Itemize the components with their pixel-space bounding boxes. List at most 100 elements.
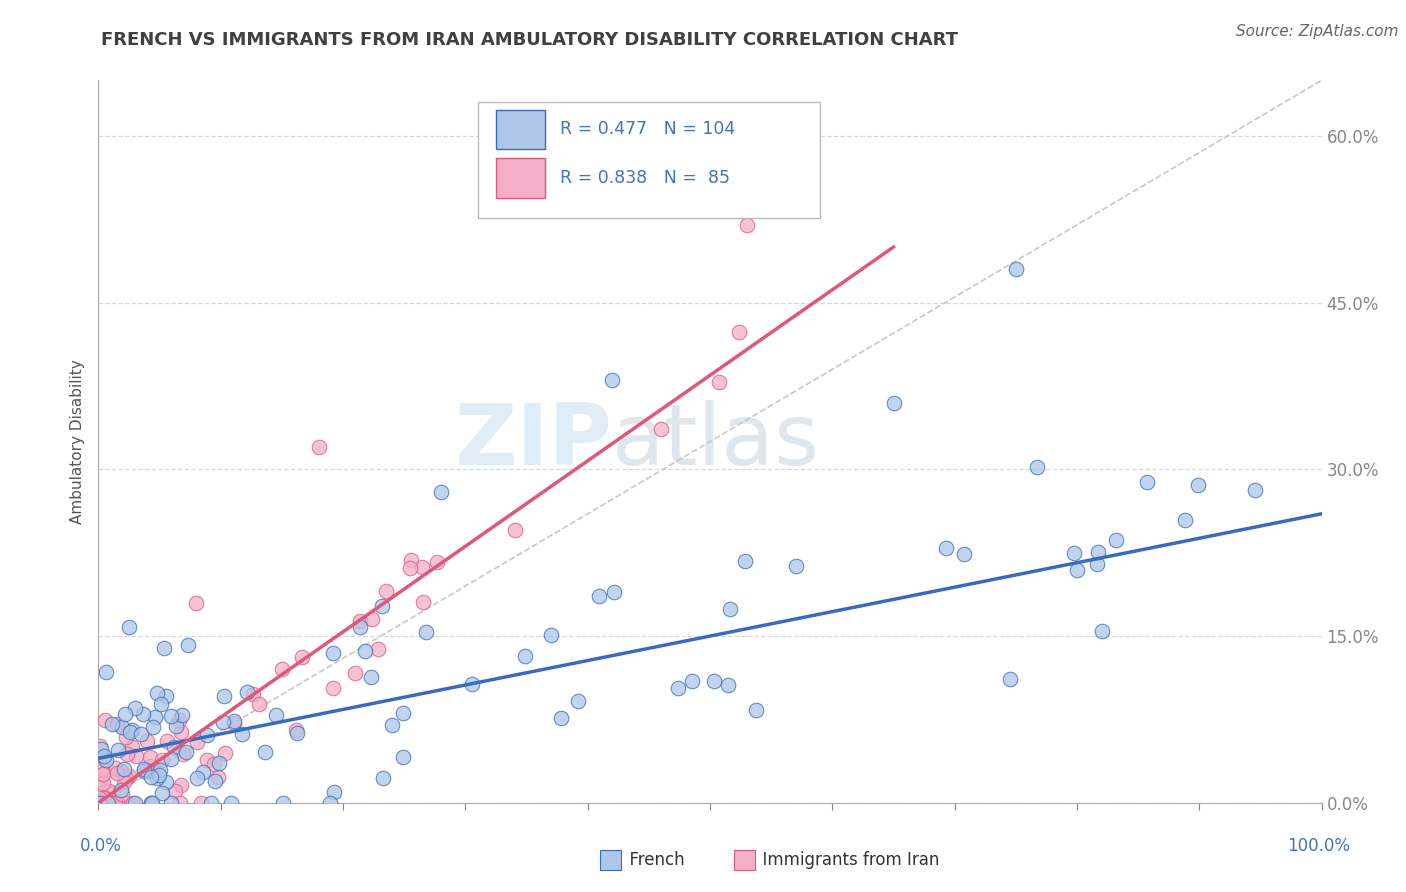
Point — [186, 596, 208, 610]
Point — [121, 723, 143, 737]
Point — [744, 703, 766, 717]
Point — [122, 796, 145, 810]
Point — [266, 708, 288, 723]
Point — [107, 796, 129, 810]
Point — [349, 620, 371, 634]
Point — [101, 786, 124, 800]
Point — [935, 541, 957, 556]
Point — [105, 717, 128, 731]
Point — [148, 768, 170, 782]
Point — [461, 677, 484, 691]
Point — [208, 756, 231, 770]
Point — [118, 769, 141, 783]
Point — [104, 760, 127, 774]
Point — [139, 770, 162, 784]
Point — [271, 796, 294, 810]
Point — [139, 749, 162, 764]
Point — [231, 727, 253, 741]
Point — [224, 714, 246, 728]
Point — [381, 718, 404, 732]
Point — [89, 796, 111, 810]
Point — [193, 764, 215, 779]
Text: R = 0.838   N =  85: R = 0.838 N = 85 — [560, 169, 730, 186]
Point — [319, 796, 342, 810]
Point — [322, 646, 344, 660]
Bar — [496, 158, 546, 198]
Point — [172, 747, 194, 761]
Point — [114, 707, 136, 722]
Point — [101, 796, 124, 810]
Point — [550, 710, 572, 724]
Point — [1026, 460, 1049, 475]
Point — [1136, 475, 1159, 489]
Point — [371, 599, 394, 614]
Point — [91, 766, 114, 780]
Point — [111, 787, 134, 801]
Text: atlas: atlas — [612, 400, 820, 483]
Point — [204, 773, 226, 788]
Point — [430, 484, 453, 499]
Point — [371, 771, 394, 785]
Point — [118, 619, 141, 633]
Point — [1243, 483, 1265, 498]
Point — [156, 734, 179, 748]
Point — [515, 649, 537, 664]
Point — [155, 690, 177, 704]
Point — [170, 707, 193, 722]
Point — [211, 714, 233, 729]
Point — [883, 395, 905, 409]
Point — [146, 686, 169, 700]
Point — [94, 796, 117, 810]
Point — [207, 770, 229, 784]
Point — [735, 218, 758, 232]
Point — [135, 734, 157, 748]
Point — [165, 719, 187, 733]
Point — [1000, 672, 1022, 686]
Point — [242, 687, 264, 701]
Point — [343, 666, 366, 681]
FancyBboxPatch shape — [478, 102, 820, 218]
Point — [190, 796, 212, 810]
Point — [114, 771, 136, 785]
Point — [94, 713, 117, 727]
Point — [186, 771, 208, 785]
Point — [285, 726, 308, 740]
Point — [101, 717, 124, 731]
Point — [93, 791, 115, 805]
Point — [1187, 478, 1209, 492]
Point — [142, 720, 165, 734]
Point — [160, 796, 183, 810]
Point — [149, 697, 172, 711]
Point — [91, 796, 114, 810]
Point — [425, 556, 447, 570]
Point — [202, 757, 225, 772]
Point — [567, 694, 589, 708]
Point — [89, 750, 111, 764]
Point — [785, 558, 807, 573]
Point — [1091, 624, 1114, 639]
Point — [952, 547, 974, 561]
Point — [600, 373, 623, 387]
Point — [87, 796, 110, 810]
Text: Immigrants from Iran: Immigrants from Iran — [752, 851, 939, 869]
Point — [284, 723, 307, 737]
Point — [412, 595, 434, 609]
Point — [354, 643, 377, 657]
Point — [707, 376, 730, 390]
Point — [132, 764, 155, 778]
Point — [167, 713, 190, 727]
Point — [89, 739, 111, 753]
Point — [1087, 545, 1109, 559]
Point — [603, 585, 626, 599]
Point — [235, 684, 257, 698]
Point — [160, 709, 183, 723]
Bar — [496, 110, 546, 149]
Point — [170, 778, 193, 792]
Point — [153, 640, 176, 655]
Point — [163, 740, 186, 755]
Point — [734, 554, 756, 568]
Point — [186, 735, 208, 749]
Bar — [600, 850, 621, 870]
Point — [212, 689, 235, 703]
Point — [367, 642, 389, 657]
